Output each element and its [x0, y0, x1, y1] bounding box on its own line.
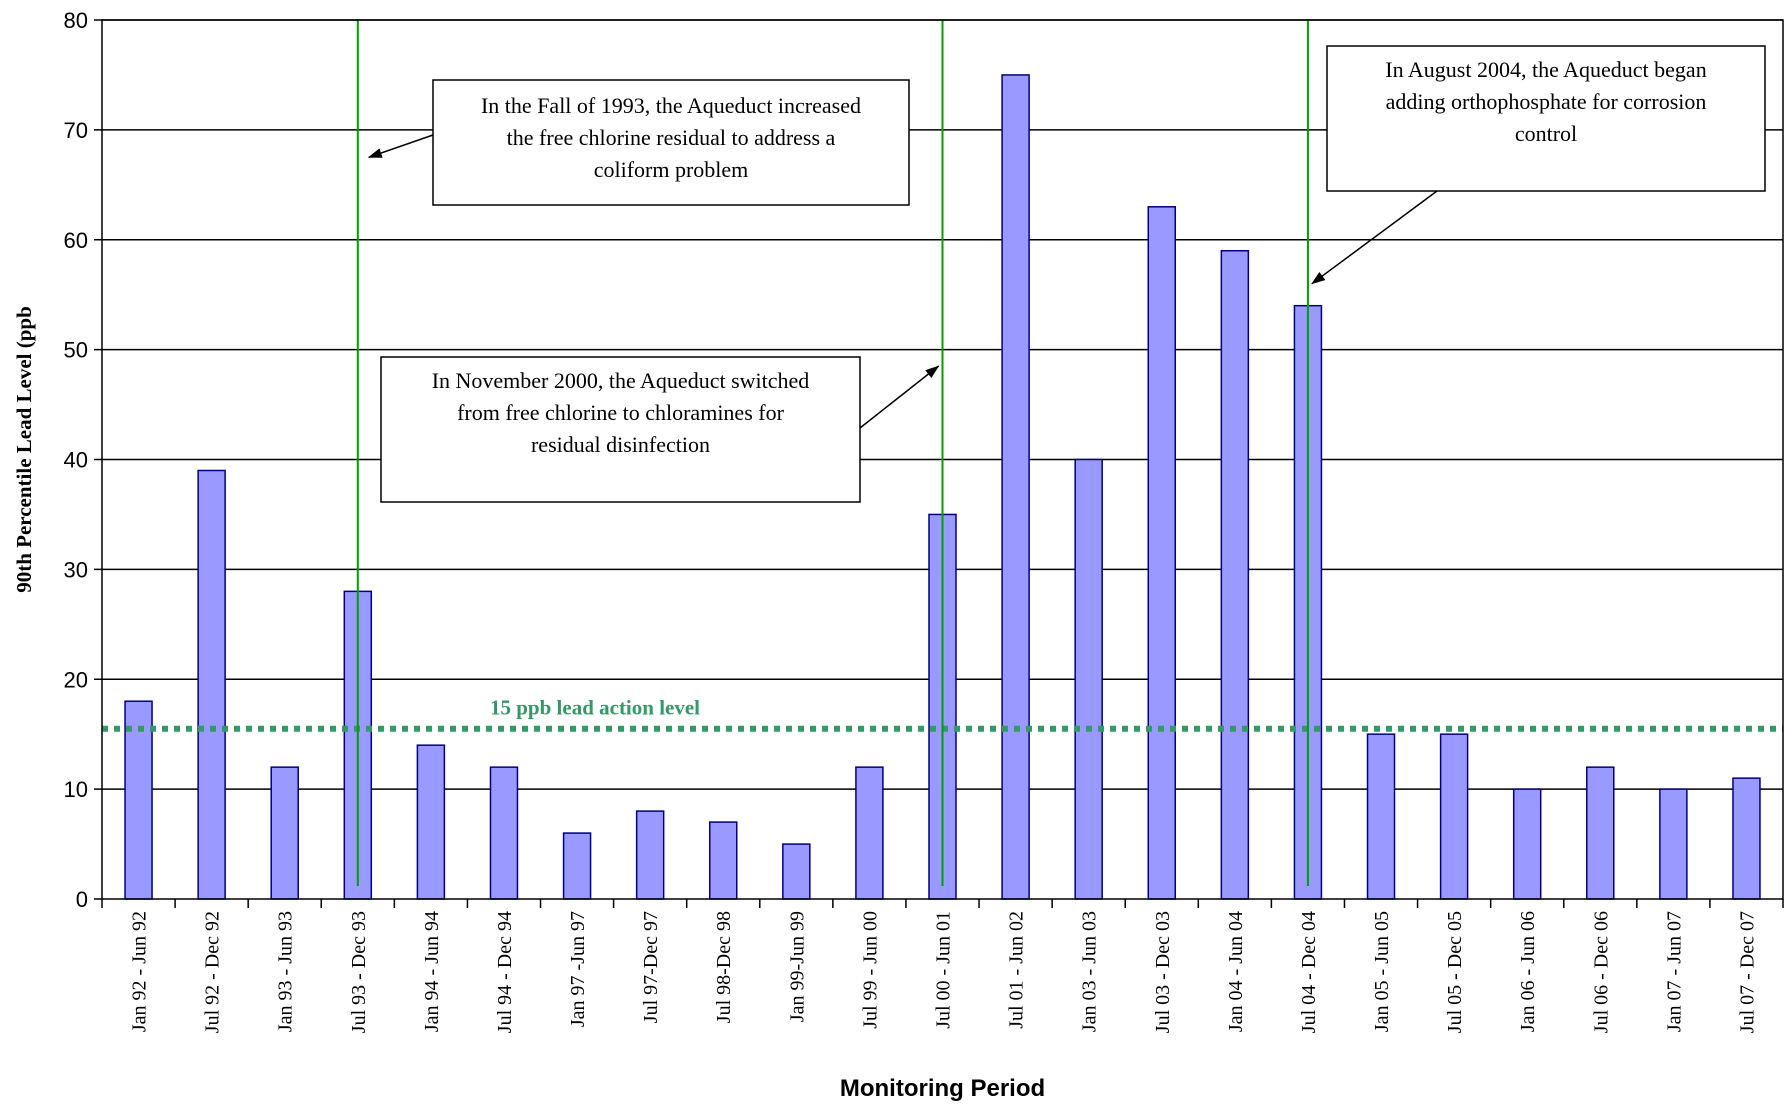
y-tick-label: 30: [64, 557, 88, 582]
x-tick-label: Jan 04 - Jun 04: [1225, 911, 1247, 1032]
annotation-text: adding orthophosphate for corrosion: [1386, 89, 1707, 114]
bar: [708, 821, 738, 900]
y-tick-label: 70: [64, 118, 88, 143]
bar: [1220, 249, 1250, 900]
annotation-box: [432, 79, 910, 206]
bar: [1001, 74, 1030, 900]
y-axis-title: 90th Percentile Lead Level (ppb: [12, 306, 36, 593]
bar: [197, 469, 226, 900]
x-tick-label: Jan 05 - Jun 05: [1371, 911, 1393, 1032]
bar: [1439, 733, 1469, 900]
y-tick-label: 60: [64, 228, 88, 253]
annotation: In the Fall of 1993, the Aqueduct increa…: [367, 79, 910, 206]
action-level-label: 15 ppb lead action level: [490, 696, 700, 720]
plot-border: [101, 19, 1784, 900]
axis-layer: 0 10 20 30 40 50 60 70 80 Jan 92 - Jun 92 Jul 92 -…: [64, 8, 1784, 1033]
annotation: In November 2000, the Aqueduct switched f…: [380, 356, 940, 503]
annotation-text: coliform problem: [594, 157, 749, 182]
annotations-layer: In the Fall of 1993, the Aqueduct increa…: [367, 45, 1766, 503]
x-tick-label: Jul 92 - Dec 92: [202, 911, 224, 1033]
annotation-arrow: [859, 365, 940, 429]
x-tick-label: Jan 93 - Jun 93: [275, 911, 297, 1032]
bar: [562, 832, 592, 900]
bar: [1586, 766, 1615, 900]
x-tick-label: Jan 92 - Jun 92: [129, 911, 151, 1032]
bar: [1366, 733, 1396, 900]
x-tick-label: Jan 94 - Jun 94: [421, 911, 443, 1032]
y-tick-label: 10: [64, 777, 88, 802]
x-tick-label: Jan 06 - Jun 06: [1517, 911, 1539, 1032]
bar: [1074, 458, 1103, 900]
x-tick-label: Jul 97-Dec 97: [640, 911, 662, 1023]
annotation-text: control: [1515, 121, 1577, 146]
bar: [124, 700, 153, 900]
x-tick-label: Jul 07 - Dec 07: [1736, 911, 1758, 1033]
annotation-text: from free chlorine to chloramines for: [457, 400, 784, 425]
annotation-text: residual disinfection: [531, 432, 710, 457]
bar: [855, 766, 884, 900]
x-tick-label: Jul 99 - Jun 00: [859, 911, 881, 1029]
bar: [489, 766, 519, 900]
y-tick-label: 80: [64, 8, 88, 33]
annotation-text: the free chlorine residual to address a: [507, 125, 836, 150]
bar: [1732, 777, 1761, 900]
x-tick-label: Jan 99-Jun 99: [786, 911, 808, 1022]
bar: [782, 843, 811, 900]
annotation-box: [1326, 45, 1766, 192]
x-tick-label: Jul 98-Dec 98: [713, 911, 735, 1023]
annotation: In August 2004, the Aqueduct began adding…: [1311, 45, 1766, 285]
x-tick-label: Jul 05 - Dec 05: [1444, 911, 1466, 1033]
bar: [1659, 788, 1688, 900]
x-tick-label: Jul 00 - Jun 01: [933, 911, 955, 1029]
bar: [270, 766, 299, 900]
bar: [1512, 788, 1542, 900]
y-tick-label: 0: [76, 887, 88, 912]
x-tick-label: Jul 01 - Jun 02: [1006, 911, 1028, 1029]
y-tick-label: 50: [64, 338, 88, 363]
x-tick-label: Jan 07 - Jun 07: [1663, 911, 1685, 1032]
annotation-arrow: [367, 134, 434, 159]
x-tick-label: Jan 97 -Jun 97: [567, 911, 589, 1027]
annotation-text: In November 2000, the Aqueduct switched: [432, 368, 810, 393]
x-tick-label: Jan 03 - Jun 03: [1079, 911, 1101, 1032]
annotation-text: In August 2004, the Aqueduct began: [1385, 57, 1706, 82]
annotation-text: In the Fall of 1993, the Aqueduct increa…: [481, 93, 861, 118]
x-tick-label: Jul 94 - Dec 94: [494, 911, 516, 1033]
x-tick-label: Jul 06 - Dec 06: [1590, 911, 1612, 1033]
annotation-box: [380, 356, 861, 503]
bar: [1147, 206, 1177, 900]
x-tick-label: Jul 93 - Dec 93: [348, 911, 370, 1033]
bar: [416, 744, 446, 900]
annotation-arrow: [1311, 190, 1438, 285]
event-lines-layer: [356, 20, 1309, 886]
x-tick-label: Jul 03 - Dec 03: [1152, 911, 1174, 1033]
bar: [635, 810, 665, 900]
x-tick-label: Jul 04 - Dec 04: [1298, 911, 1320, 1033]
x-axis-title: Monitoring Period: [840, 1075, 1045, 1101]
y-tick-label: 40: [64, 448, 88, 473]
y-tick-label: 20: [64, 667, 88, 692]
